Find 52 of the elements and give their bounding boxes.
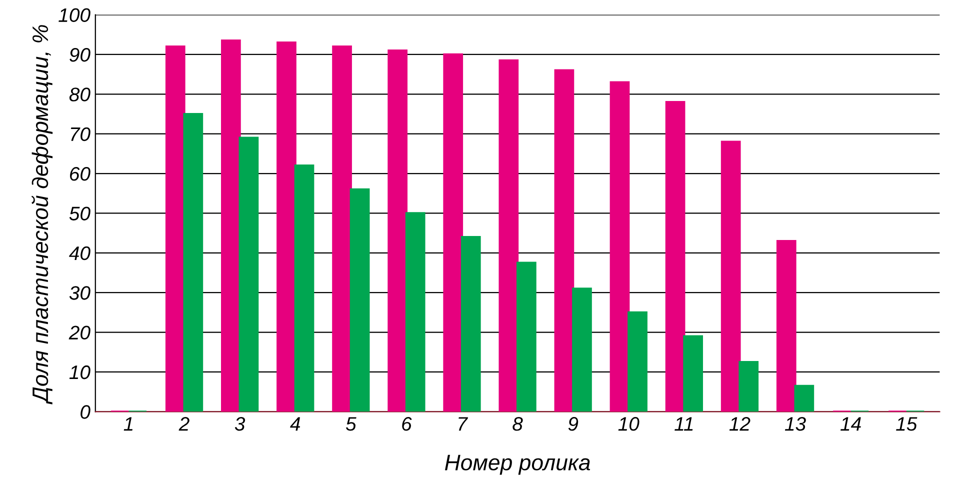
x-tick-label: 1 [124, 417, 132, 431]
y-tick-label: 90 [70, 48, 90, 62]
bar [794, 384, 814, 412]
x-tick-label: 9 [568, 417, 578, 431]
x-tick-label: 12 [729, 417, 750, 431]
bar [572, 288, 592, 412]
bar [460, 236, 481, 412]
bar [294, 164, 314, 412]
bar [350, 188, 370, 412]
y-tick-label: 10 [69, 365, 90, 380]
bar [554, 69, 574, 412]
bar [332, 45, 352, 412]
bar [720, 140, 741, 412]
x-tick-label: 2 [178, 417, 190, 431]
y-tick-label: 0 [80, 405, 90, 419]
y-tick-label: 20 [68, 326, 90, 340]
bar [276, 42, 296, 412]
x-axis-title: Номер ролика [444, 454, 590, 475]
y-tick-label: 60 [70, 167, 90, 181]
x-tick-label: 3 [234, 417, 246, 431]
bar [610, 81, 630, 412]
x-tick-label: 5 [346, 417, 356, 431]
bar [498, 59, 519, 412]
x-tick-label: 14 [840, 417, 861, 431]
y-tick-label: 100 [58, 8, 90, 22]
x-tick-label: 4 [290, 417, 300, 431]
x-tick-label: 15 [896, 417, 918, 431]
bar [443, 53, 464, 412]
bar [405, 212, 426, 412]
y-tick-label: 50 [69, 206, 90, 220]
x-tick-label: 11 [674, 417, 693, 431]
bar [238, 136, 259, 412]
y-tick-label: 80 [69, 88, 90, 102]
x-tick-label: 10 [618, 417, 640, 431]
bar [738, 361, 759, 412]
y-axis-title: Доля пластической деформации, % [32, 25, 53, 404]
bar [388, 49, 408, 412]
x-tick-label: 6 [402, 417, 412, 431]
bar [516, 262, 536, 412]
bar [683, 335, 703, 412]
y-tick-label: 40 [69, 246, 90, 260]
bar [165, 45, 186, 412]
x-tick-label: 8 [512, 417, 523, 431]
bar [183, 112, 204, 412]
bar [221, 40, 241, 412]
y-tick-label: 70 [70, 127, 90, 142]
bar [628, 311, 648, 412]
x-tick-label: 13 [784, 417, 806, 431]
bar [776, 240, 796, 412]
x-tick-label: 7 [458, 417, 468, 431]
y-tick-label: 30 [69, 286, 90, 300]
bar [665, 101, 686, 412]
